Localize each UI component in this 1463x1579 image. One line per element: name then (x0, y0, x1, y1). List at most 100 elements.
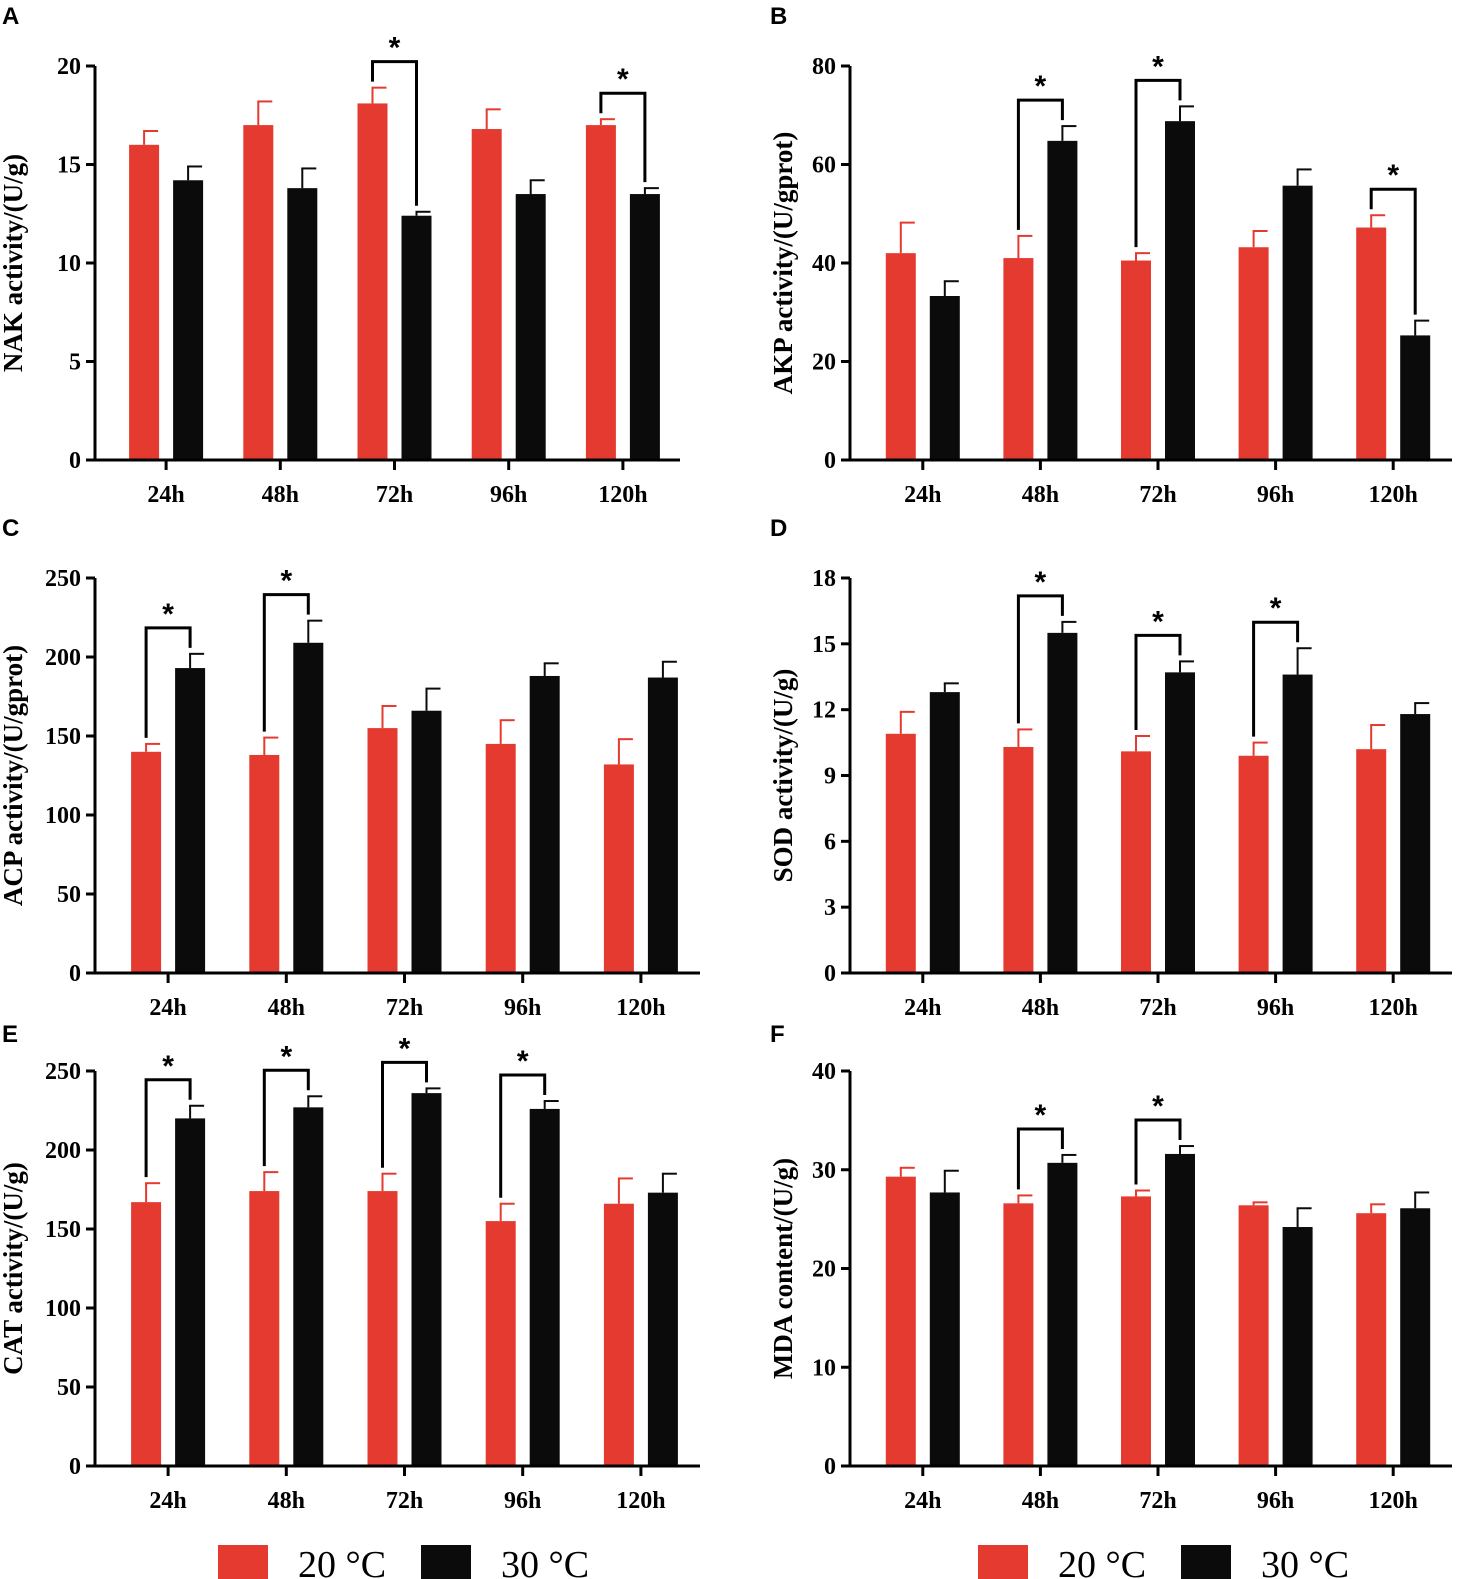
bar-30c-48h (1047, 1162, 1078, 1466)
bar-20c-120h (1356, 1213, 1387, 1466)
bar-20c-96h (471, 129, 502, 461)
y-tick-label: 20 (812, 1257, 836, 1283)
bar-20c-24h (885, 1176, 916, 1466)
significance-bracket (262, 1068, 310, 1167)
significance-bracket (1134, 78, 1182, 248)
y-tick-label: 15 (812, 632, 836, 658)
bar-30c-48h (293, 1107, 324, 1466)
x-tick-label: 48h (1022, 482, 1059, 508)
bar-20c-72h (367, 1191, 398, 1466)
bar-30c-72h (1165, 1153, 1195, 1466)
y-tick-label: 20 (57, 54, 81, 80)
significance-star: * (399, 1032, 411, 1065)
bar-20c-120h (585, 125, 616, 460)
y-tick-label: 6 (824, 829, 836, 855)
bar-30c-96h (1282, 1227, 1313, 1466)
y-tick-label: 50 (57, 1375, 81, 1401)
x-tick-label: 24h (149, 1488, 186, 1514)
x-tick-label: 120h (1369, 995, 1418, 1021)
bar-30c-96h (515, 194, 546, 461)
bar-20c-48h (1003, 746, 1034, 973)
x-tick-label: 48h (268, 995, 305, 1021)
panel-letter: B (770, 3, 787, 30)
bar-20c-24h (131, 751, 162, 973)
bar-30c-24h (173, 180, 204, 460)
bar-20c-72h (1121, 260, 1151, 460)
bar-20c-120h (603, 1203, 634, 1466)
significance-star: * (617, 63, 629, 96)
x-tick-label: 24h (904, 1488, 941, 1514)
y-axis-title: ACP activity/(U/gprot) (0, 645, 28, 906)
bar-30c-48h (1047, 632, 1078, 973)
x-tick-label: 48h (262, 482, 299, 508)
significance-star: * (280, 1040, 292, 1073)
bar-20c-24h (131, 1202, 162, 1466)
y-tick-label: 60 (812, 153, 836, 179)
bar-30c-24h (929, 1192, 960, 1466)
bar-20c-96h (1238, 755, 1269, 973)
bar-30c-48h (1047, 140, 1078, 461)
bar-20c-72h (1121, 1196, 1151, 1466)
panel-b: B AKP activity/(U/gprot) * * * 0 20 40 60 80 24h 48… (768, 3, 1452, 508)
y-tick-label: 0 (69, 1454, 81, 1480)
significance-star: * (1152, 1090, 1164, 1123)
y-tick-label: 250 (45, 1059, 81, 1085)
significance-bracket (144, 626, 192, 738)
y-tick-label: 0 (824, 961, 836, 987)
bar-30c-24h (175, 668, 206, 973)
significance-bracket (1016, 594, 1064, 724)
bar-20c-72h (1121, 751, 1151, 973)
bar-30c-24h (929, 692, 960, 973)
significance-star: * (517, 1045, 529, 1078)
legend-label: 30 °C (501, 1544, 589, 1579)
x-tick-label: 72h (386, 995, 423, 1021)
bar-30c-96h (1282, 674, 1313, 973)
significance-star: * (1035, 70, 1047, 103)
y-tick-label: 100 (45, 1296, 81, 1322)
bar-20c-72h (357, 103, 388, 461)
panel-c: C ACP activity/(U/gprot) * * 0 50 100 150 200 250… (0, 515, 700, 1021)
bar-20c-24h (129, 144, 160, 461)
y-tick-label: 0 (824, 448, 836, 474)
bar-30c-72h (1165, 121, 1195, 460)
y-tick-label: 150 (45, 724, 81, 750)
panel-letter: C (2, 515, 19, 542)
x-tick-label: 72h (1139, 482, 1176, 508)
legend-swatch (218, 1545, 268, 1579)
x-tick-label: 96h (1257, 1488, 1294, 1514)
y-tick-label: 50 (57, 882, 81, 908)
legend-swatch (421, 1545, 471, 1579)
bar-20c-96h (485, 1221, 516, 1466)
bar-20c-48h (249, 1191, 280, 1466)
significance-star: * (1152, 605, 1164, 638)
x-tick-label: 48h (1022, 1488, 1059, 1514)
y-tick-label: 0 (824, 1454, 836, 1480)
bar-30c-24h (175, 1118, 206, 1466)
significance-star: * (1035, 1099, 1047, 1132)
x-tick-label: 96h (1257, 482, 1294, 508)
bar-30c-120h (1400, 1208, 1431, 1466)
y-tick-label: 200 (45, 645, 81, 671)
legend-label: 20 °C (1058, 1544, 1146, 1579)
x-tick-label: 24h (149, 995, 186, 1021)
bar-30c-120h (1400, 714, 1431, 973)
panel-letter: A (2, 3, 19, 30)
bar-20c-120h (603, 764, 634, 973)
y-axis-title: MDA content/(U/g) (768, 1158, 798, 1379)
y-tick-label: 30 (812, 1158, 836, 1184)
x-tick-label: 24h (147, 482, 184, 508)
significance-bracket (144, 1078, 192, 1178)
legend-swatch (978, 1545, 1028, 1579)
panel-letter: E (2, 1021, 18, 1048)
x-tick-label: 96h (504, 995, 541, 1021)
bar-20c-24h (885, 733, 916, 973)
bar-30c-48h (287, 188, 318, 460)
y-tick-label: 0 (69, 448, 81, 474)
significance-bracket (1134, 633, 1182, 730)
bar-30c-72h (411, 710, 442, 973)
legend-label: 20 °C (298, 1544, 386, 1579)
y-tick-label: 200 (45, 1138, 81, 1164)
significance-bracket (371, 60, 418, 206)
bar-30c-72h (1165, 672, 1195, 973)
